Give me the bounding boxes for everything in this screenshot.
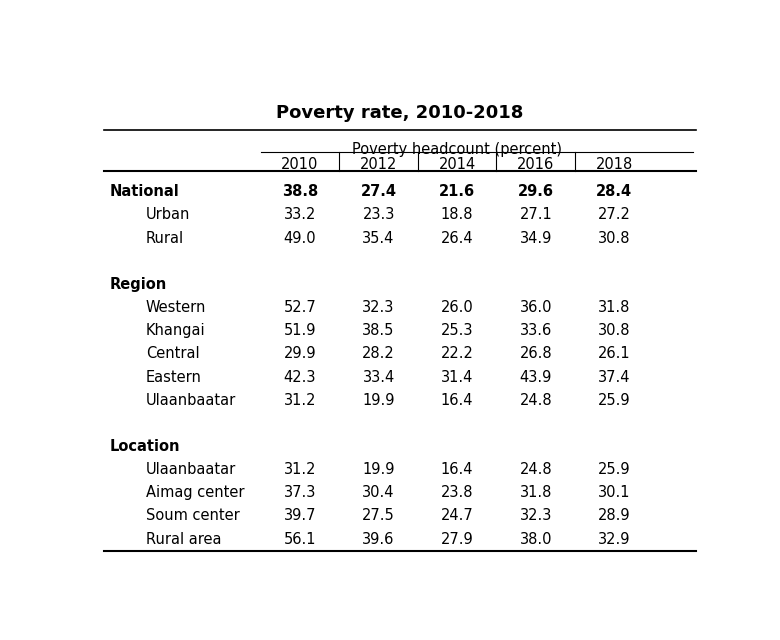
Text: 34.9: 34.9 bbox=[519, 230, 552, 246]
Text: 21.6: 21.6 bbox=[439, 184, 475, 199]
Text: 30.1: 30.1 bbox=[598, 485, 630, 500]
Text: 37.3: 37.3 bbox=[284, 485, 316, 500]
Text: 29.9: 29.9 bbox=[284, 346, 317, 362]
Text: 29.6: 29.6 bbox=[518, 184, 554, 199]
Text: Poverty rate, 2010-2018: Poverty rate, 2010-2018 bbox=[276, 104, 523, 122]
Text: 27.2: 27.2 bbox=[598, 207, 631, 222]
Text: 32.3: 32.3 bbox=[519, 509, 552, 524]
Text: 23.8: 23.8 bbox=[441, 485, 473, 500]
Text: Ulaanbaatar: Ulaanbaatar bbox=[146, 393, 236, 408]
Text: 39.7: 39.7 bbox=[284, 509, 316, 524]
Text: Aimag center: Aimag center bbox=[146, 485, 244, 500]
Text: 25.3: 25.3 bbox=[441, 323, 473, 338]
Text: 39.6: 39.6 bbox=[363, 532, 395, 547]
Text: 36.0: 36.0 bbox=[519, 300, 552, 315]
Text: 49.0: 49.0 bbox=[284, 230, 317, 246]
Text: 31.2: 31.2 bbox=[284, 462, 316, 477]
Text: 30.8: 30.8 bbox=[598, 230, 630, 246]
Text: 27.5: 27.5 bbox=[362, 509, 395, 524]
Text: 33.4: 33.4 bbox=[363, 369, 395, 385]
Text: 28.9: 28.9 bbox=[598, 509, 631, 524]
Text: 25.9: 25.9 bbox=[598, 462, 631, 477]
Text: Location: Location bbox=[109, 439, 180, 454]
Text: 31.4: 31.4 bbox=[441, 369, 473, 385]
Text: Khangai: Khangai bbox=[146, 323, 205, 338]
Text: 2012: 2012 bbox=[360, 157, 397, 172]
Text: 26.4: 26.4 bbox=[441, 230, 473, 246]
Text: Urban: Urban bbox=[146, 207, 190, 222]
Text: 26.1: 26.1 bbox=[598, 346, 631, 362]
Text: 56.1: 56.1 bbox=[284, 532, 316, 547]
Text: 38.8: 38.8 bbox=[282, 184, 318, 199]
Text: 52.7: 52.7 bbox=[284, 300, 317, 315]
Text: 22.2: 22.2 bbox=[441, 346, 473, 362]
Text: 37.4: 37.4 bbox=[598, 369, 630, 385]
Text: 18.8: 18.8 bbox=[441, 207, 473, 222]
Text: 2014: 2014 bbox=[438, 157, 476, 172]
Text: 24.8: 24.8 bbox=[519, 462, 552, 477]
Text: Western: Western bbox=[146, 300, 206, 315]
Text: 33.2: 33.2 bbox=[284, 207, 316, 222]
Text: 38.5: 38.5 bbox=[363, 323, 395, 338]
Text: 42.3: 42.3 bbox=[284, 369, 316, 385]
Text: 28.2: 28.2 bbox=[362, 346, 395, 362]
Text: 27.9: 27.9 bbox=[441, 532, 473, 547]
Text: 19.9: 19.9 bbox=[363, 393, 395, 408]
Text: National: National bbox=[109, 184, 179, 199]
Text: Region: Region bbox=[109, 277, 167, 292]
Text: 30.4: 30.4 bbox=[363, 485, 395, 500]
Text: 43.9: 43.9 bbox=[519, 369, 552, 385]
Text: 35.4: 35.4 bbox=[363, 230, 395, 246]
Text: Rural area: Rural area bbox=[146, 532, 222, 547]
Text: Eastern: Eastern bbox=[146, 369, 202, 385]
Text: 16.4: 16.4 bbox=[441, 393, 473, 408]
Text: 2010: 2010 bbox=[282, 157, 319, 172]
Text: Rural: Rural bbox=[146, 230, 184, 246]
Text: 24.8: 24.8 bbox=[519, 393, 552, 408]
Text: 31.8: 31.8 bbox=[598, 300, 630, 315]
Text: Poverty headcount (percent): Poverty headcount (percent) bbox=[353, 142, 562, 157]
Text: 23.3: 23.3 bbox=[363, 207, 395, 222]
Text: 33.6: 33.6 bbox=[519, 323, 552, 338]
Text: Ulaanbaatar: Ulaanbaatar bbox=[146, 462, 236, 477]
Text: 32.9: 32.9 bbox=[598, 532, 630, 547]
Text: 31.8: 31.8 bbox=[519, 485, 552, 500]
Text: 2016: 2016 bbox=[517, 157, 555, 172]
Text: 51.9: 51.9 bbox=[284, 323, 316, 338]
Text: Soum center: Soum center bbox=[146, 509, 239, 524]
Text: Central: Central bbox=[146, 346, 200, 362]
Text: 28.4: 28.4 bbox=[596, 184, 633, 199]
Text: 19.9: 19.9 bbox=[363, 462, 395, 477]
Text: 16.4: 16.4 bbox=[441, 462, 473, 477]
Text: 24.7: 24.7 bbox=[441, 509, 473, 524]
Text: 38.0: 38.0 bbox=[519, 532, 552, 547]
Text: 26.8: 26.8 bbox=[519, 346, 552, 362]
Text: 32.3: 32.3 bbox=[363, 300, 395, 315]
Text: 2018: 2018 bbox=[596, 157, 633, 172]
Text: 25.9: 25.9 bbox=[598, 393, 631, 408]
Text: 27.4: 27.4 bbox=[360, 184, 396, 199]
Text: 30.8: 30.8 bbox=[598, 323, 630, 338]
Text: 27.1: 27.1 bbox=[519, 207, 552, 222]
Text: 31.2: 31.2 bbox=[284, 393, 316, 408]
Text: 26.0: 26.0 bbox=[441, 300, 473, 315]
